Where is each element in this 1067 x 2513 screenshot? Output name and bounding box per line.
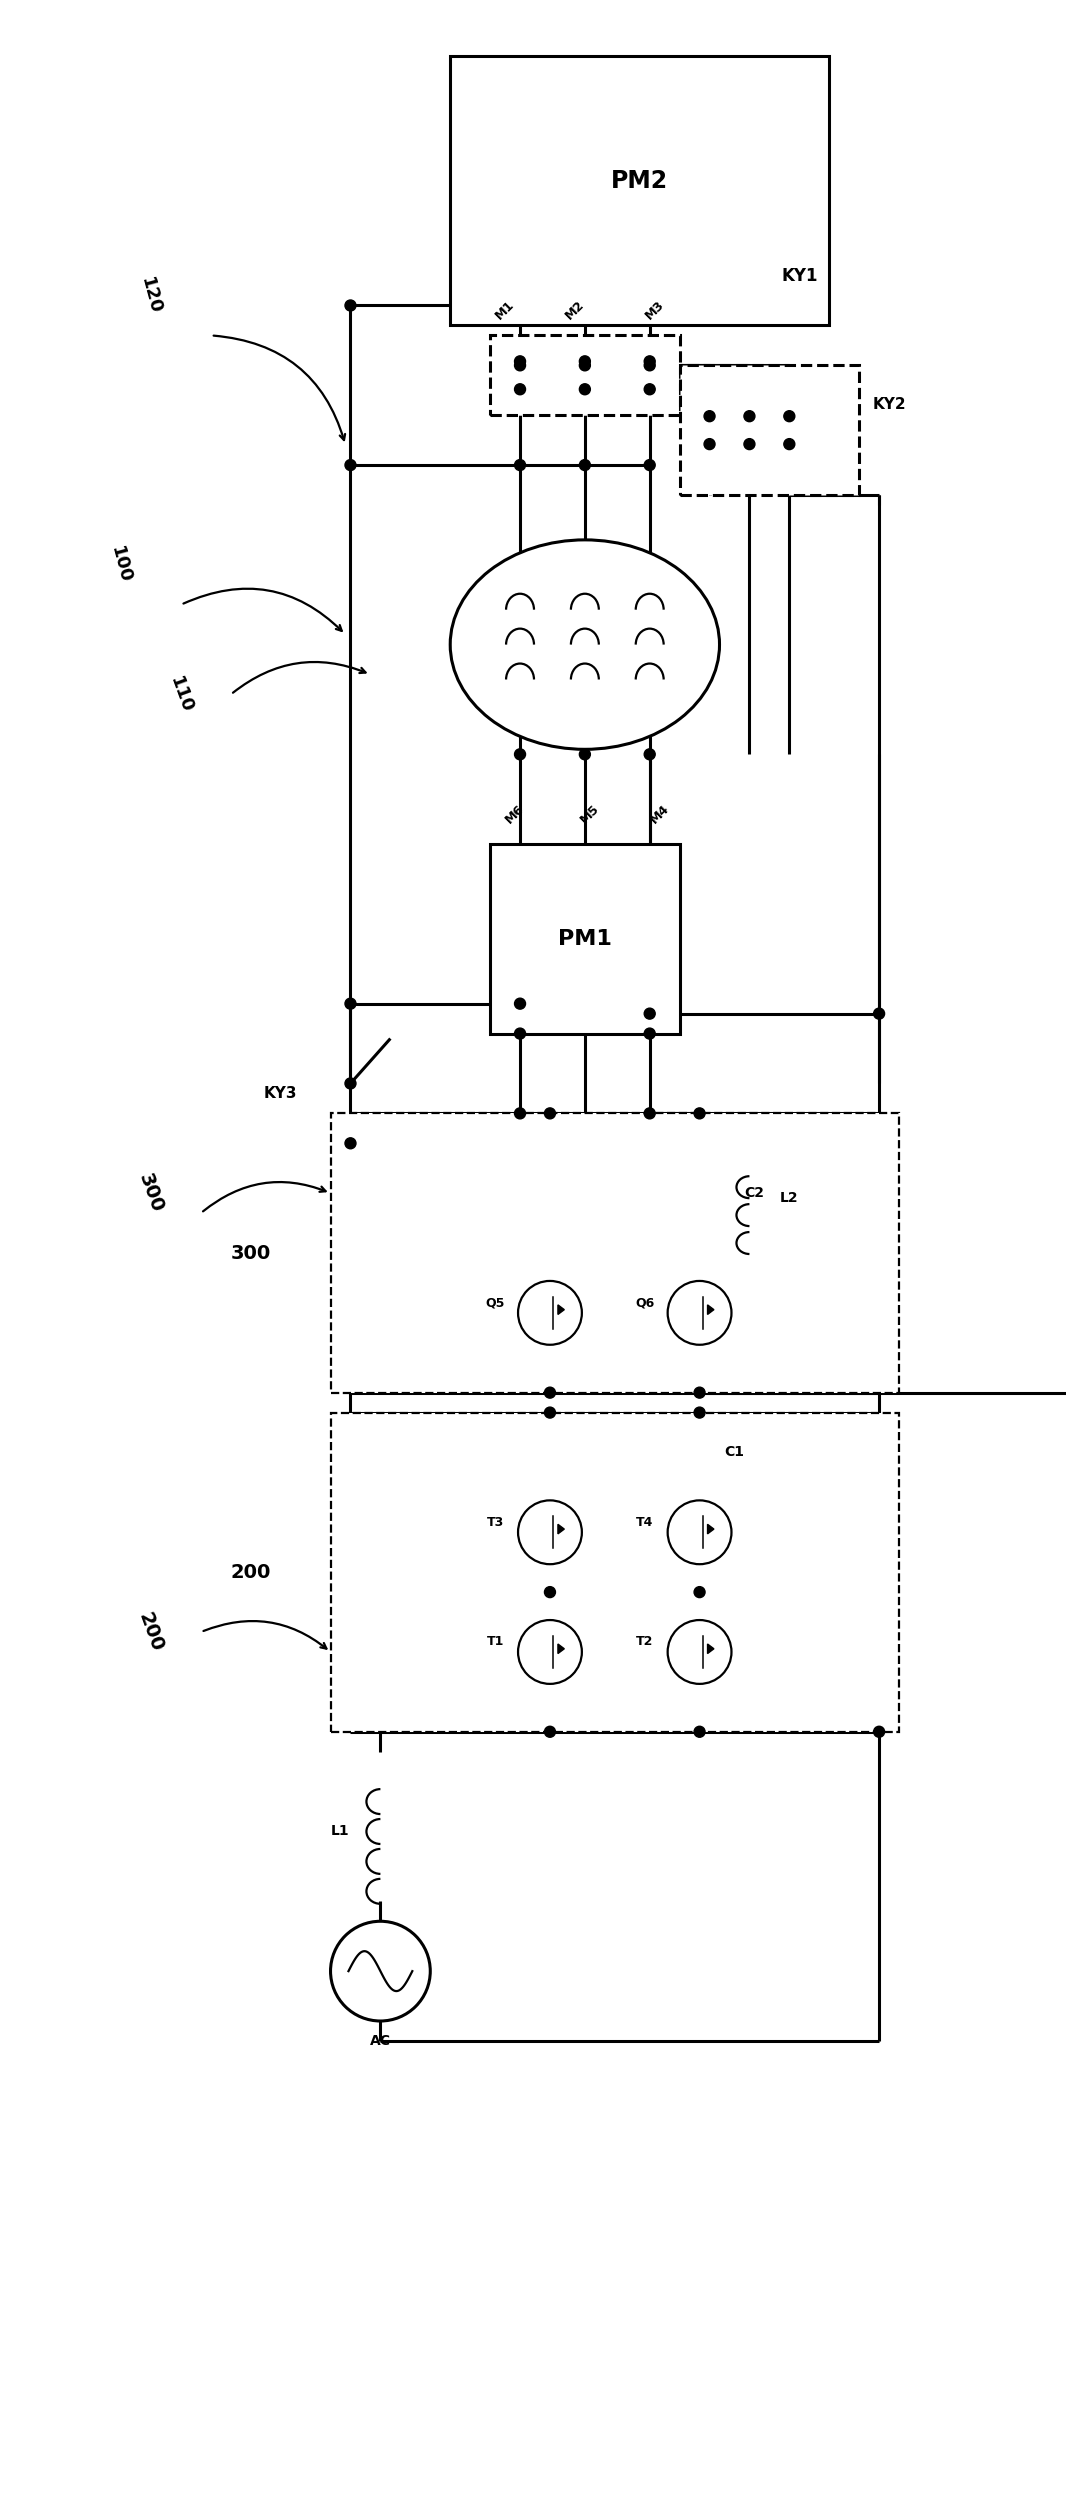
Circle shape — [519, 1621, 582, 1684]
Circle shape — [644, 1008, 655, 1020]
Circle shape — [579, 749, 590, 759]
Text: C1: C1 — [724, 1445, 745, 1460]
Circle shape — [644, 749, 655, 759]
Text: T1: T1 — [487, 1636, 504, 1649]
Circle shape — [874, 1008, 885, 1020]
Text: AC: AC — [370, 2033, 391, 2048]
Circle shape — [668, 1500, 732, 1563]
Circle shape — [519, 1282, 582, 1344]
Circle shape — [579, 384, 590, 395]
Text: KY3: KY3 — [264, 1086, 298, 1101]
Circle shape — [874, 1726, 885, 1736]
Circle shape — [668, 1282, 732, 1344]
Text: 300: 300 — [230, 1244, 271, 1262]
Circle shape — [668, 1621, 732, 1684]
Circle shape — [694, 1586, 705, 1598]
Circle shape — [579, 357, 590, 367]
Polygon shape — [558, 1644, 564, 1654]
Circle shape — [345, 998, 356, 1010]
Bar — [331, 1412, 899, 1731]
Polygon shape — [707, 1644, 714, 1654]
Text: 200: 200 — [136, 1611, 166, 1654]
Text: M3: M3 — [642, 299, 667, 322]
Circle shape — [544, 1407, 556, 1417]
Circle shape — [644, 384, 655, 395]
Text: 120: 120 — [138, 274, 164, 317]
Circle shape — [694, 1407, 705, 1417]
Bar — [680, 364, 859, 495]
Text: T3: T3 — [487, 1515, 504, 1528]
Text: T4: T4 — [636, 1515, 653, 1528]
Circle shape — [519, 1500, 582, 1563]
Circle shape — [704, 440, 715, 450]
Circle shape — [514, 749, 526, 759]
Circle shape — [514, 998, 526, 1010]
Circle shape — [544, 1726, 556, 1736]
Text: M5: M5 — [578, 802, 602, 827]
Circle shape — [644, 1028, 655, 1038]
Circle shape — [514, 1108, 526, 1118]
Text: PM2: PM2 — [611, 168, 668, 194]
Circle shape — [644, 460, 655, 470]
Text: Q6: Q6 — [635, 1297, 654, 1309]
Circle shape — [544, 1586, 556, 1598]
Circle shape — [579, 460, 590, 470]
Circle shape — [514, 357, 526, 367]
Bar — [450, 55, 829, 324]
Polygon shape — [558, 1525, 564, 1533]
Text: 200: 200 — [230, 1563, 271, 1581]
Circle shape — [784, 410, 795, 422]
Circle shape — [579, 359, 590, 372]
Text: T2: T2 — [636, 1636, 653, 1649]
Text: 100: 100 — [108, 545, 134, 586]
Text: KY1: KY1 — [781, 266, 817, 284]
Circle shape — [345, 299, 356, 312]
Circle shape — [514, 460, 526, 470]
Text: L1: L1 — [331, 1824, 350, 1840]
Text: M6: M6 — [503, 802, 527, 827]
Text: KY2: KY2 — [872, 397, 906, 412]
Polygon shape — [707, 1525, 714, 1533]
Ellipse shape — [450, 540, 719, 749]
Text: PM1: PM1 — [558, 930, 611, 950]
Circle shape — [644, 357, 655, 367]
Text: Q5: Q5 — [485, 1297, 505, 1309]
Circle shape — [345, 1138, 356, 1148]
Text: 110: 110 — [166, 673, 195, 716]
Text: M4: M4 — [648, 802, 672, 827]
Circle shape — [345, 1078, 356, 1088]
Circle shape — [345, 460, 356, 470]
Circle shape — [514, 359, 526, 372]
Circle shape — [704, 410, 715, 422]
Text: L2: L2 — [780, 1191, 798, 1206]
Polygon shape — [558, 1304, 564, 1314]
Circle shape — [784, 440, 795, 450]
Bar — [331, 1113, 899, 1392]
Circle shape — [744, 410, 755, 422]
Circle shape — [544, 1387, 556, 1397]
Circle shape — [744, 440, 755, 450]
Text: 300: 300 — [136, 1171, 166, 1216]
Polygon shape — [707, 1304, 714, 1314]
Circle shape — [694, 1726, 705, 1736]
Circle shape — [514, 384, 526, 395]
Circle shape — [644, 1108, 655, 1118]
Text: C2: C2 — [745, 1186, 764, 1201]
Text: M2: M2 — [562, 299, 587, 322]
Circle shape — [331, 1922, 430, 2020]
Circle shape — [694, 1387, 705, 1397]
Text: M1: M1 — [493, 299, 517, 322]
Bar — [490, 334, 680, 415]
Bar — [480, 85, 799, 276]
Bar — [490, 844, 680, 1033]
Circle shape — [544, 1108, 556, 1118]
Circle shape — [514, 1028, 526, 1038]
Circle shape — [694, 1108, 705, 1118]
Circle shape — [644, 359, 655, 372]
